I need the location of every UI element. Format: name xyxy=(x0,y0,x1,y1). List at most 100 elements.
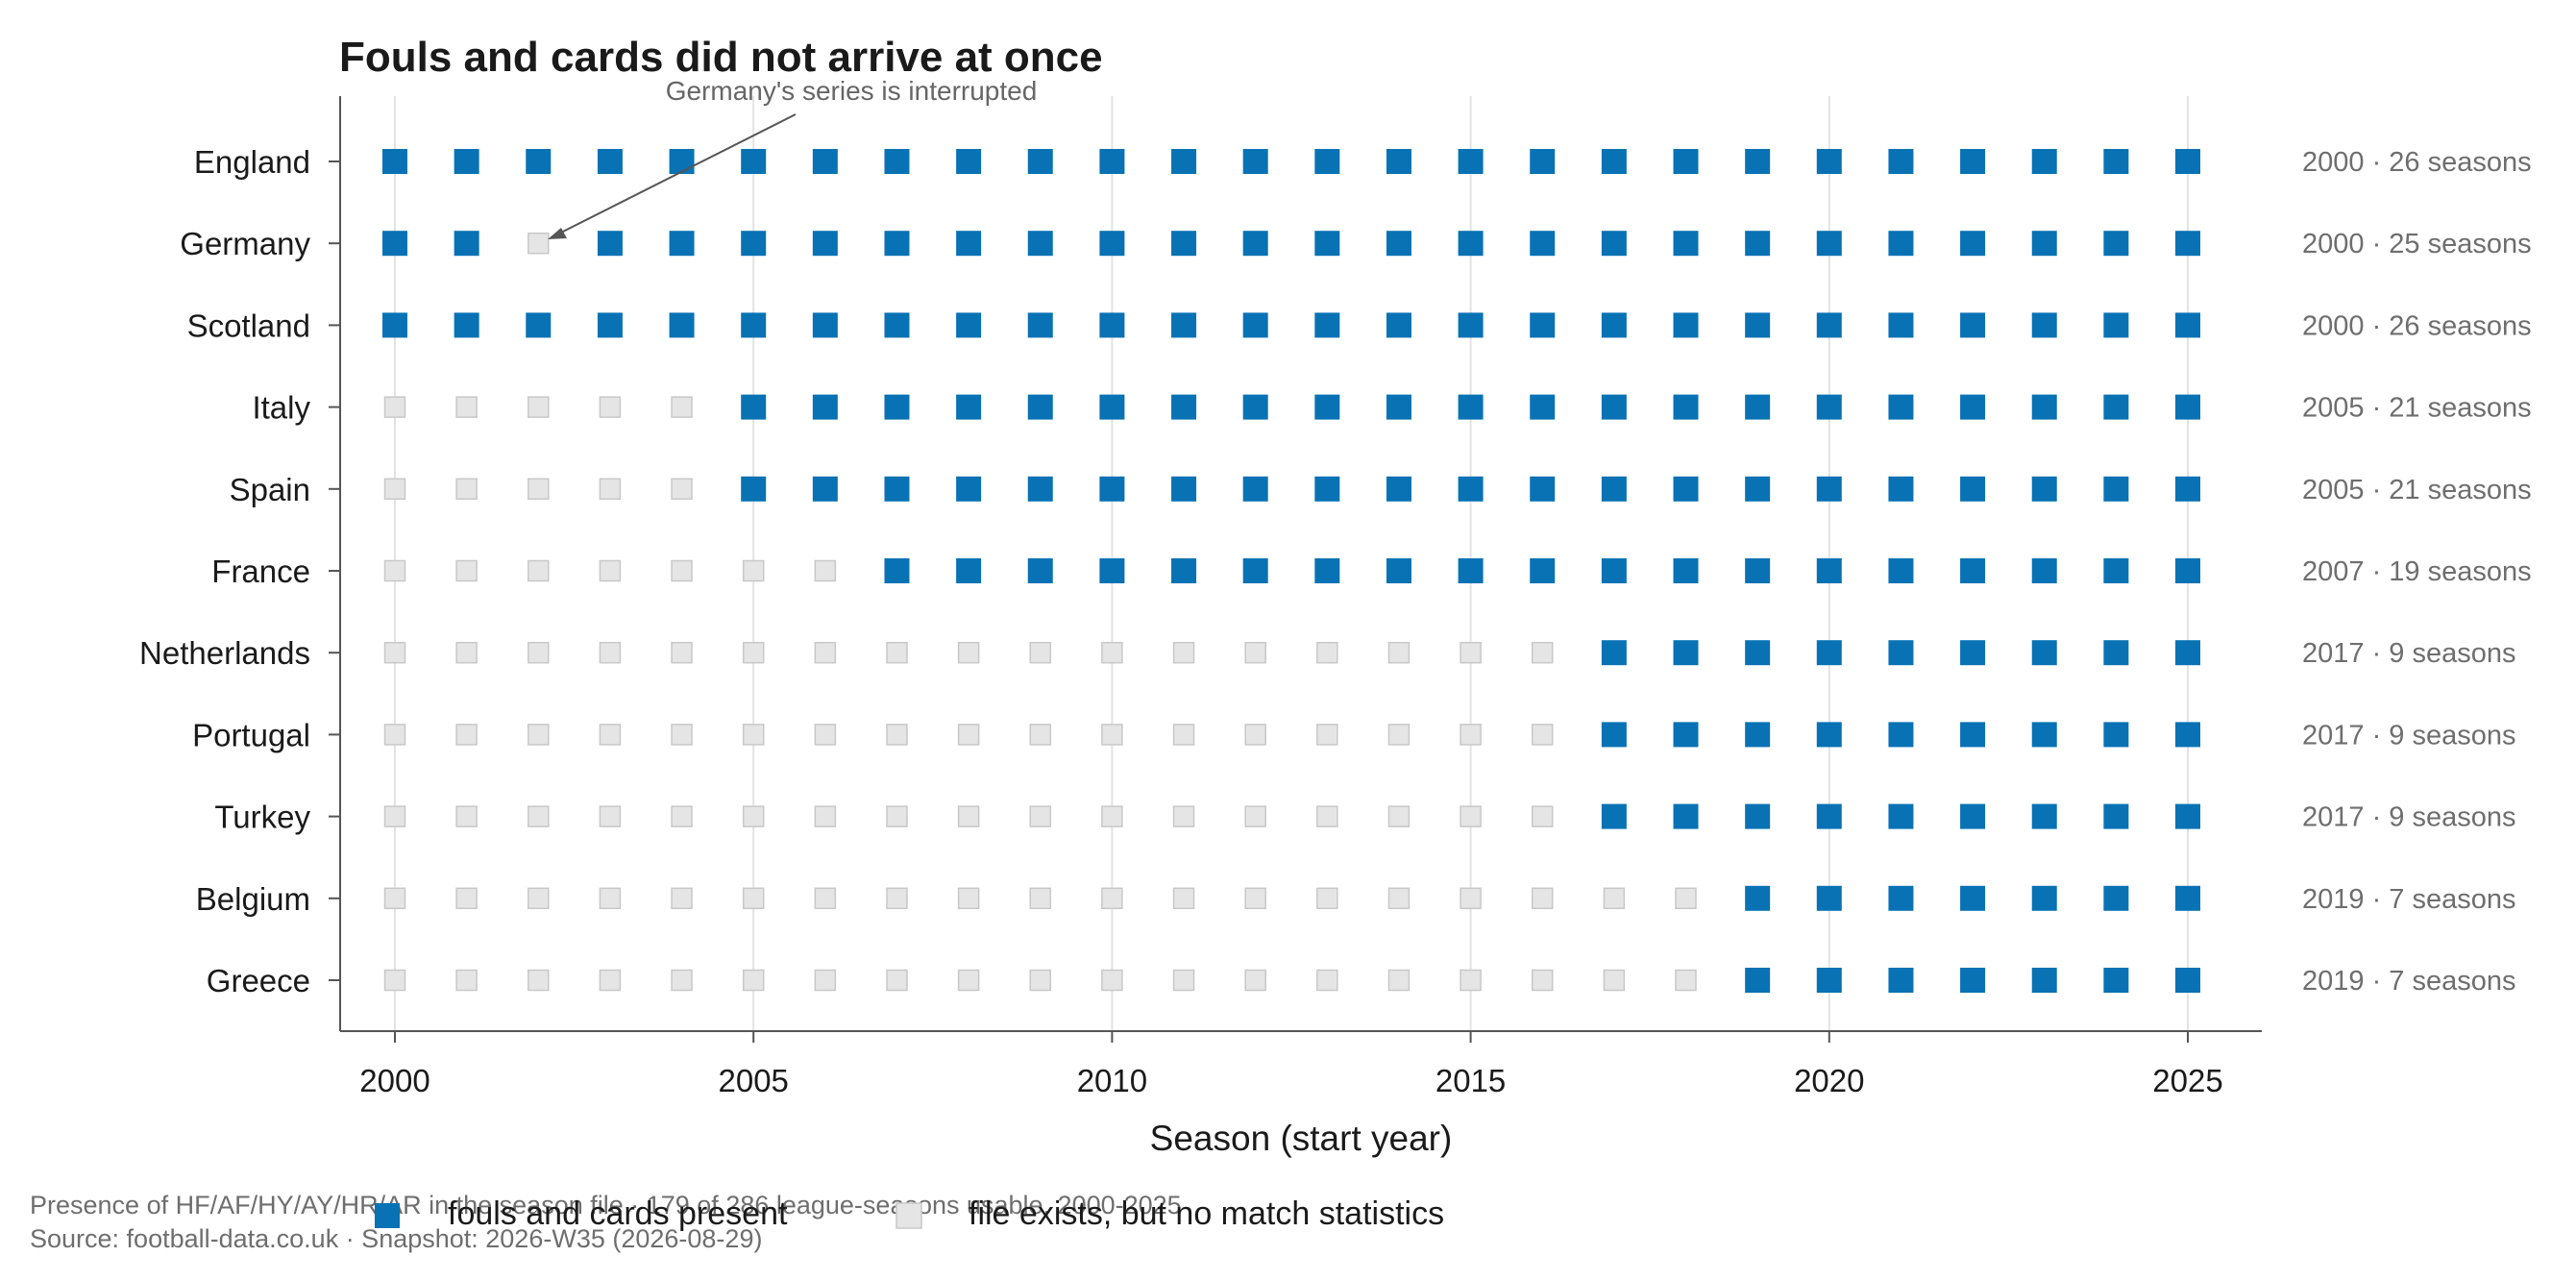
season-marker-present xyxy=(2103,968,2129,993)
season-marker-present xyxy=(2031,231,2057,257)
season-marker-absent xyxy=(1316,641,1338,664)
season-marker-present xyxy=(2031,640,2057,666)
season-marker-present xyxy=(2175,476,2200,502)
season-marker-absent xyxy=(1460,641,1482,664)
league-summary: 2019 · 7 seasons xyxy=(2302,884,2515,915)
season-marker-absent xyxy=(742,559,765,582)
season-marker-absent xyxy=(886,805,908,827)
season-marker-absent xyxy=(742,724,765,746)
season-marker-absent xyxy=(742,969,765,992)
season-marker-absent xyxy=(742,805,765,827)
season-marker-present xyxy=(1386,231,1411,257)
season-marker-present xyxy=(1171,476,1197,502)
season-marker-absent xyxy=(814,724,837,746)
season-marker-present xyxy=(741,312,767,338)
season-marker-absent xyxy=(455,887,478,910)
season-marker-present xyxy=(2175,312,2200,338)
season-marker-absent xyxy=(527,232,550,255)
season-marker-absent xyxy=(455,559,478,582)
season-marker-present xyxy=(1960,149,1986,174)
season-marker-present xyxy=(1888,312,1914,338)
season-marker-absent xyxy=(1531,805,1554,827)
season-marker-present xyxy=(884,149,910,174)
season-marker-present xyxy=(1242,231,1268,257)
season-marker-present xyxy=(1745,476,1771,502)
league-summary: 2000 · 25 seasons xyxy=(2302,229,2532,259)
season-marker-present xyxy=(812,231,838,257)
season-marker-absent xyxy=(957,969,980,992)
season-marker-absent xyxy=(742,641,765,664)
season-marker-absent xyxy=(886,887,908,910)
x-tick-label: 2020 xyxy=(1794,1063,1864,1098)
season-marker-absent xyxy=(1460,887,1482,910)
season-marker-present xyxy=(1027,231,1053,257)
season-marker-present xyxy=(1816,231,1842,257)
season-marker-present xyxy=(2103,394,2129,420)
season-marker-present xyxy=(1888,803,1914,829)
league-label: Spain xyxy=(230,472,310,507)
season-marker-absent xyxy=(1316,724,1338,746)
x-tick-label: 2025 xyxy=(2152,1063,2222,1098)
season-marker-absent xyxy=(527,641,550,664)
season-marker-present xyxy=(2175,640,2200,666)
season-marker-present xyxy=(2175,722,2200,748)
league-label: Scotland xyxy=(187,308,310,343)
season-marker-present xyxy=(1099,394,1125,420)
season-marker-present xyxy=(1888,231,1914,257)
season-marker-present xyxy=(1960,231,1986,257)
season-marker-present xyxy=(597,149,623,174)
season-marker-present xyxy=(2175,885,2200,911)
season-marker-absent xyxy=(1244,969,1266,992)
season-marker-absent xyxy=(599,887,622,910)
gridlines xyxy=(394,96,2189,1031)
season-marker-present xyxy=(1888,640,1914,666)
season-marker-absent xyxy=(527,805,550,827)
season-marker-absent xyxy=(671,887,693,910)
season-marker-present xyxy=(1960,558,1986,583)
season-marker-present xyxy=(597,312,623,338)
league-label: Turkey xyxy=(214,800,310,835)
league-label: England xyxy=(194,144,310,180)
league-summary: 2000 · 26 seasons xyxy=(2302,147,2532,178)
season-marker-present xyxy=(884,231,910,257)
season-marker-present xyxy=(1458,394,1484,420)
season-marker-present xyxy=(1601,803,1627,829)
season-marker-present xyxy=(2031,149,2057,174)
season-marker-present xyxy=(812,149,838,174)
season-marker-present xyxy=(1745,558,1771,583)
season-marker-present xyxy=(1601,722,1627,748)
season-marker-absent xyxy=(886,724,908,746)
season-marker-present xyxy=(884,558,910,583)
season-marker-absent xyxy=(1316,887,1338,910)
season-marker-absent xyxy=(599,559,622,582)
season-marker-absent xyxy=(527,478,550,501)
season-marker-present xyxy=(1314,149,1340,174)
season-marker-present xyxy=(1242,558,1268,583)
season-marker-present xyxy=(2103,312,2129,338)
season-marker-absent xyxy=(527,724,550,746)
footer-note: Presence of HF/AF/HY/AY/HR/AR in the sea… xyxy=(30,1191,1182,1219)
footer-source: Source: football-data.co.uk · Snapshot: … xyxy=(30,1224,762,1253)
season-marker-present xyxy=(1171,312,1197,338)
season-marker-present xyxy=(382,149,407,174)
season-marker-present xyxy=(1816,558,1842,583)
season-marker-absent xyxy=(1244,724,1266,746)
x-tick-label: 2005 xyxy=(718,1063,788,1098)
season-marker-absent xyxy=(455,478,478,501)
season-marker-present xyxy=(1099,312,1125,338)
season-marker-absent xyxy=(1029,805,1052,827)
season-marker-absent xyxy=(671,641,693,664)
league-summary: 2007 · 19 seasons xyxy=(2302,556,2532,587)
season-marker-present xyxy=(1601,558,1627,583)
season-marker-absent xyxy=(599,396,622,418)
season-marker-absent xyxy=(1675,969,1697,992)
season-marker-absent xyxy=(957,641,980,664)
season-marker-present xyxy=(1027,558,1053,583)
season-marker-present xyxy=(1601,149,1627,174)
season-marker-present xyxy=(1673,312,1699,338)
season-marker-present xyxy=(2175,803,2200,829)
season-marker-absent xyxy=(671,559,693,582)
season-marker-present xyxy=(956,558,982,583)
season-marker-present xyxy=(669,312,695,338)
